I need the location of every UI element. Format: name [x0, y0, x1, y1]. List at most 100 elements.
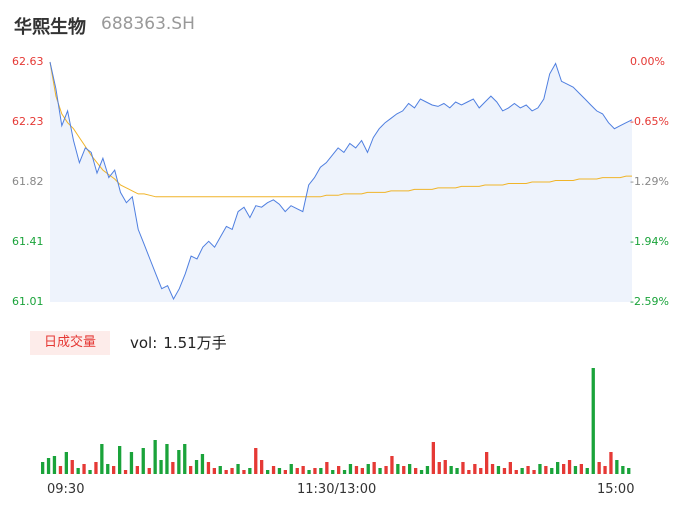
volume-bar	[425, 466, 430, 474]
volume-bar	[171, 462, 175, 474]
volume-bar	[437, 462, 441, 474]
volume-bar	[224, 470, 228, 474]
volume-bar	[508, 462, 512, 474]
volume-bar	[514, 470, 518, 474]
volume-bar	[467, 470, 471, 474]
volume-bar	[129, 452, 134, 474]
x-tick-close: 15:00	[597, 482, 635, 497]
volume-bar	[206, 462, 211, 474]
volume-bar	[579, 464, 583, 474]
volume-bar	[64, 452, 68, 474]
volume-bar	[449, 466, 453, 474]
volume-bar	[70, 460, 74, 474]
volume-bar	[609, 452, 613, 474]
stock-code: 688363.SH	[101, 14, 195, 34]
volume-label: vol:	[130, 334, 158, 352]
y-tick-price-4: 61.01	[12, 295, 44, 308]
volume-bar	[461, 462, 465, 474]
volume-bar	[212, 468, 216, 474]
volume-readout: vol: 1.51万手	[130, 332, 227, 353]
stock-name: 华熙生物	[14, 17, 86, 38]
volume-bar	[502, 468, 507, 474]
volume-bar	[177, 450, 181, 474]
volume-bar	[337, 466, 341, 474]
volume-bar	[118, 446, 122, 474]
volume-bar	[360, 468, 364, 474]
volume-bar	[378, 468, 382, 474]
y-tick-price-2: 61.82	[12, 175, 44, 188]
volume-bar	[443, 460, 447, 474]
volume-bar	[384, 466, 388, 474]
y-tick-pct-4: -2.59%	[630, 295, 669, 308]
volume-bar	[230, 468, 234, 474]
volume-bar	[390, 456, 394, 474]
volume-bar	[479, 468, 483, 474]
volume-bar	[526, 466, 530, 474]
volume-bar	[141, 448, 145, 474]
volume-bar	[135, 466, 139, 474]
volume-bar	[194, 460, 199, 474]
volume-bar	[94, 462, 98, 474]
volume-bar	[82, 464, 86, 474]
x-tick-midday: 11:30/13:00	[297, 482, 377, 497]
volume-bar	[550, 468, 554, 474]
volume-bar	[567, 460, 572, 474]
volume-bar	[58, 466, 63, 474]
volume-bar	[573, 466, 578, 474]
volume-bar	[538, 464, 542, 474]
y-tick-price-1: 62.23	[12, 115, 44, 128]
avg-price-line	[49, 61, 632, 198]
volume-bar	[419, 470, 424, 474]
y-tick-pct-1: -0.65%	[630, 115, 669, 128]
volume-bar	[520, 468, 524, 474]
volume-bar	[319, 468, 323, 474]
volume-bar	[260, 460, 264, 474]
volume-bar	[248, 468, 252, 474]
volume-bar	[283, 470, 287, 474]
volume-bar	[313, 468, 317, 474]
volume-bar	[200, 454, 205, 474]
volume-bar	[544, 466, 548, 474]
volume-bar	[627, 468, 631, 474]
x-tick-open: 09:30	[47, 482, 85, 497]
volume-bar	[277, 468, 282, 474]
volume-bar	[372, 462, 376, 474]
volume-bar	[295, 468, 299, 474]
volume-bar	[621, 466, 625, 474]
volume-bar	[254, 448, 258, 474]
volume-bar	[46, 458, 51, 474]
volume-bar	[271, 466, 276, 474]
volume-bar	[496, 466, 501, 474]
volume-bar	[159, 460, 163, 474]
volume-bar	[562, 464, 566, 474]
volume-bar	[100, 444, 104, 474]
volume-bar	[123, 470, 128, 474]
daily-volume-badge[interactable]: 日成交量	[30, 331, 110, 355]
volume-bar	[615, 460, 619, 474]
volume-bar	[52, 456, 57, 474]
volume-bar	[88, 470, 92, 474]
volume-bar	[242, 470, 246, 474]
volume-bar	[473, 464, 477, 474]
price-area-fill	[50, 62, 632, 302]
volume-bar	[165, 444, 169, 474]
volume-bar	[236, 464, 240, 474]
volume-bar	[41, 462, 45, 474]
volume-bar	[348, 464, 353, 474]
volume-bar	[189, 466, 193, 474]
volume-bar	[490, 464, 495, 474]
volume-bar	[218, 466, 222, 474]
volume-bar	[431, 442, 435, 474]
volume-bar	[266, 470, 270, 474]
volume-bar	[485, 452, 489, 474]
y-tick-pct-3: -1.94%	[630, 235, 669, 248]
volume-bar	[556, 462, 560, 474]
volume-bar	[354, 466, 359, 474]
volume-bar	[597, 462, 601, 474]
volume-bar	[396, 464, 400, 474]
y-tick-price-3: 61.41	[12, 235, 44, 248]
volume-bar	[455, 468, 459, 474]
volume-bar	[408, 464, 412, 474]
volume-bar	[76, 468, 80, 474]
